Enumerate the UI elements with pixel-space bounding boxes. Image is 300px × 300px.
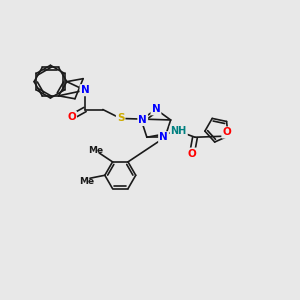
Text: N: N: [159, 132, 168, 142]
Text: Me: Me: [80, 177, 94, 186]
Text: Me: Me: [88, 146, 103, 155]
Text: NH: NH: [170, 126, 187, 136]
Text: N: N: [138, 115, 147, 125]
Text: O: O: [188, 148, 197, 159]
Text: N: N: [152, 104, 160, 114]
Text: O: O: [222, 128, 231, 137]
Text: N: N: [81, 85, 89, 95]
Text: O: O: [67, 112, 76, 122]
Text: S: S: [117, 113, 124, 123]
